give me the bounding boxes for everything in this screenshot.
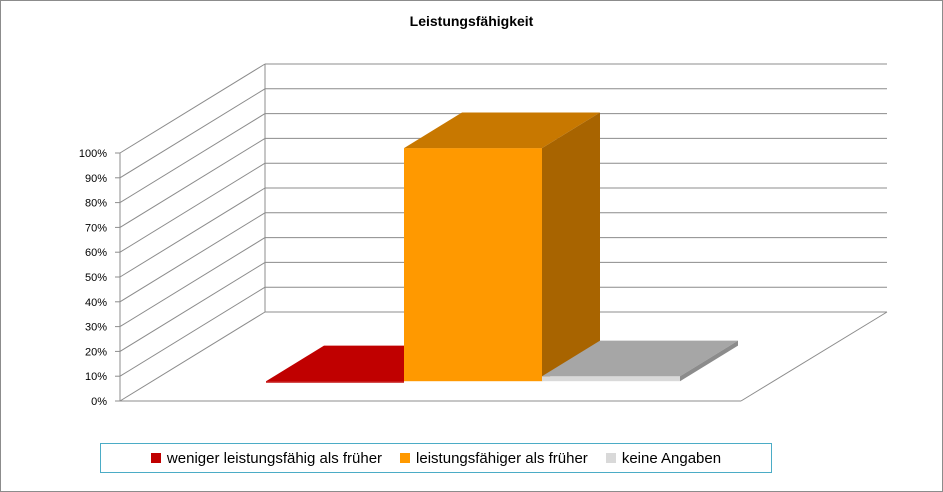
y-tick-label: 50% [85, 272, 107, 284]
bar-front [266, 381, 404, 383]
y-tick-label: 70% [85, 222, 107, 234]
y-tick-label: 60% [85, 247, 107, 259]
legend-item-keine-angaben: keine Angaben [605, 449, 722, 467]
gridline-side [119, 137, 266, 228]
gridline-side [119, 261, 266, 352]
y-tick-label: 10% [85, 371, 107, 383]
y-tick-label: 100% [79, 148, 107, 160]
y-tick-label: 30% [85, 322, 107, 334]
y-tick-label: 40% [85, 297, 107, 309]
gridline-side [119, 113, 266, 204]
legend-swatch-red [150, 453, 161, 463]
legend-item-weniger: weniger leistungsfähig als früher [150, 449, 383, 467]
gridline-side [119, 311, 266, 402]
bar-side [542, 112, 600, 382]
gridline-side [119, 187, 266, 278]
gridline-side [119, 162, 266, 253]
y-tick-label: 90% [85, 173, 107, 185]
legend-item-leistungsfaehiger: leistungsfähiger als früher [400, 450, 588, 467]
y-tick-label: 20% [85, 346, 107, 358]
y-tick-label: 0% [91, 396, 107, 408]
legend-swatch-grey [605, 453, 616, 463]
bar-side [680, 340, 738, 382]
legend-label-leistungsfaehiger: leistungsfähiger als früher [416, 449, 588, 467]
legend-swatch-orange [400, 453, 411, 463]
bar-2 [404, 112, 600, 382]
chart-legend: weniger leistungsfähig als früher leistu… [100, 443, 772, 473]
legend-label-weniger: weniger leistungsfähig als früher [166, 449, 383, 467]
legend-label-keine-angaben: keine Angaben [621, 449, 722, 467]
bar-3 [542, 340, 738, 382]
chart-title: Leistungsfähigkeit [409, 13, 534, 29]
bar-front [404, 148, 542, 382]
gridline-side [119, 212, 266, 303]
gridline-side [119, 88, 266, 179]
gridline-side [119, 286, 266, 377]
gridline-side [119, 237, 266, 328]
gridline-side [119, 63, 266, 154]
bar-top [404, 112, 600, 149]
y-tick-label: 80% [85, 198, 107, 210]
bar-front [542, 376, 680, 382]
floor-right-edge [740, 311, 888, 402]
bar-top [542, 340, 738, 377]
